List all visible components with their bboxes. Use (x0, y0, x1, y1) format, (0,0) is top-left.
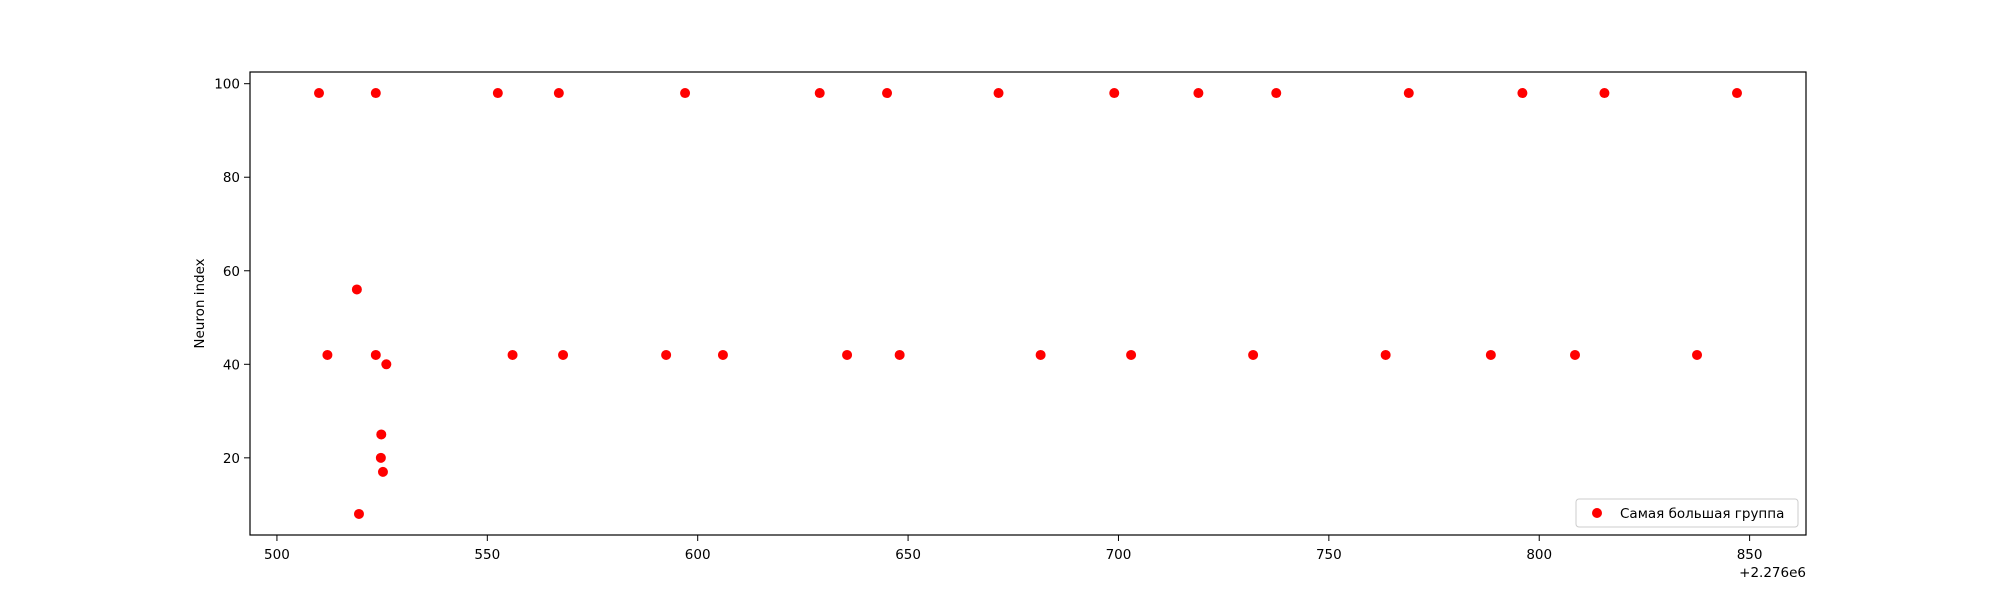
scatter-point (1193, 88, 1204, 99)
scatter-point (1692, 349, 1703, 360)
scatter-point (507, 349, 518, 360)
scatter-point (553, 88, 564, 99)
y-tick-label: 40 (223, 357, 240, 373)
x-tick-label: 500 (264, 547, 290, 563)
y-axis-label: Neuron index (192, 258, 208, 348)
scatter-point (1569, 349, 1580, 360)
legend-marker (1592, 508, 1602, 518)
scatter-point (375, 452, 386, 463)
scatter-point (1035, 349, 1046, 360)
scatter-point (351, 284, 362, 295)
scatter-point (842, 349, 853, 360)
scatter-point (894, 349, 905, 360)
scatter-point (1126, 349, 1137, 360)
x-tick-label: 800 (1526, 547, 1552, 563)
y-tick-label: 100 (214, 77, 240, 93)
y-tick-label: 20 (223, 451, 240, 467)
plot-frame (249, 71, 1807, 536)
plot-area (314, 88, 1742, 519)
scatter-point (558, 349, 569, 360)
y-tick-label: 60 (223, 264, 240, 280)
scatter-point (1380, 349, 1391, 360)
scatter-point (882, 88, 893, 99)
scatter-point (322, 349, 333, 360)
scatter-point (1517, 88, 1528, 99)
scatter-point (1271, 88, 1282, 99)
scatter-point (1731, 88, 1742, 99)
scatter-point (370, 88, 381, 99)
x-tick-label: 700 (1106, 547, 1132, 563)
y-tick-label: 80 (223, 170, 240, 186)
scatter-point (1403, 88, 1414, 99)
x-tick-label: 600 (685, 547, 711, 563)
legend-box (1575, 498, 1799, 528)
scatter-point (377, 466, 388, 477)
scatter-point (1109, 88, 1120, 99)
scatter-point (314, 88, 325, 99)
scatter-point (353, 508, 364, 519)
legend: Самая большая группа (1575, 498, 1799, 528)
scatter-point (370, 349, 381, 360)
legend-label: Самая большая группа (1620, 506, 1784, 522)
scatter-point (1599, 88, 1610, 99)
scatter-point (381, 359, 392, 370)
x-tick-label: 850 (1737, 547, 1763, 563)
x-offset-label: +2.276e6 (1739, 565, 1806, 581)
x-tick-label: 550 (474, 547, 500, 563)
x-tick-label: 750 (1316, 547, 1342, 563)
scatter-point (814, 88, 825, 99)
x-tick-label: 650 (895, 547, 921, 563)
scatter-point (661, 349, 672, 360)
scatter-point (492, 88, 503, 99)
scatter-point (993, 88, 1004, 99)
scatter-point (1248, 349, 1259, 360)
scatter-point (680, 88, 691, 99)
scatter-point (376, 429, 387, 440)
scatter-point (1485, 349, 1496, 360)
axes: 500 550 600 650 700 750 800 850 +2.276e6 20 40 60 80… (192, 71, 1807, 581)
scatter-point (717, 349, 728, 360)
